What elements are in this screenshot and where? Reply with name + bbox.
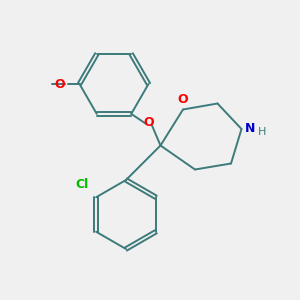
Text: O: O — [178, 93, 188, 106]
Text: H: H — [258, 127, 266, 137]
Text: O: O — [144, 116, 154, 129]
Text: N: N — [245, 122, 256, 136]
Text: Cl: Cl — [75, 178, 88, 191]
Text: O: O — [55, 77, 65, 91]
